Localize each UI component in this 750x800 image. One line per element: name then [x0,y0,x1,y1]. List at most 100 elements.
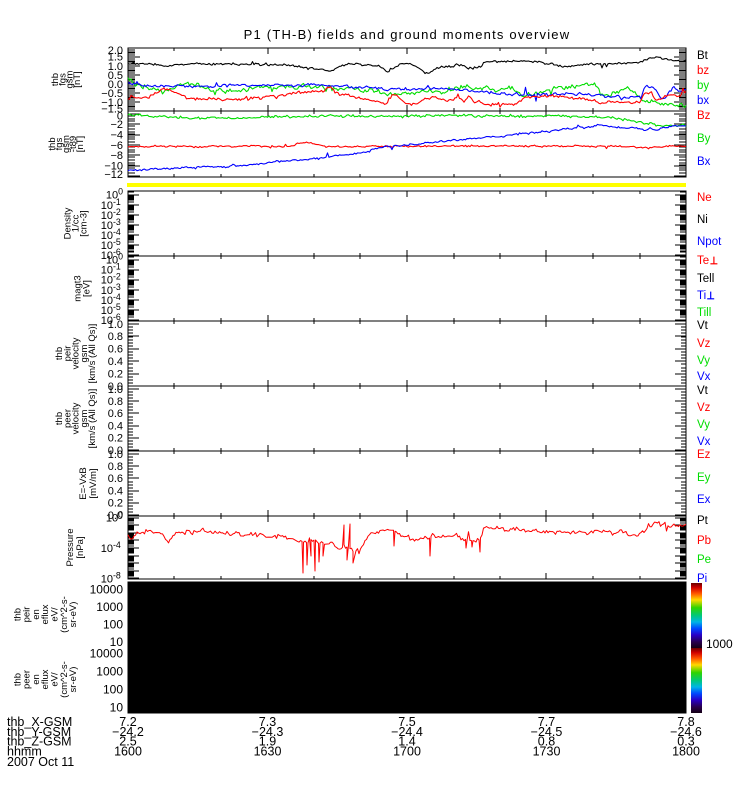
svg-text:Ez: Ez [697,449,711,461]
svg-text:7.2: 7.2 [119,715,136,729]
svg-text:10: 10 [110,701,124,715]
svg-text:Ni: Ni [697,214,708,226]
svg-text:Ti: Ti [697,290,706,302]
svg-text:by: by [697,80,709,92]
svg-text:10: 10 [106,512,118,524]
svg-text:bz: bz [697,65,709,77]
svg-text:100: 100 [103,618,123,632]
svg-text:1600: 1600 [114,745,142,759]
svg-text:1000: 1000 [96,665,123,679]
svg-text:-6: -6 [113,247,121,257]
svg-text:E=-VxB: E=-VxB [78,467,89,499]
svg-text:1700: 1700 [393,745,421,759]
svg-text:Vy: Vy [697,419,710,431]
svg-text:7.3: 7.3 [259,715,276,729]
svg-text:[km/s (All Qs)]: [km/s (All Qs)] [87,389,98,449]
svg-text:1.0: 1.0 [108,61,123,73]
svg-text:-5: -5 [113,302,121,312]
svg-text:Npot: Npot [697,236,722,248]
svg-text:10: 10 [101,265,113,277]
svg-text:10: 10 [101,230,113,242]
svg-text:bx: bx [697,95,709,107]
svg-text:-1: -1 [113,197,121,207]
svg-text:thb_Z-GSM: thb_Z-GSM [7,735,72,749]
svg-text:Ey: Ey [697,472,711,484]
svg-text:thb: thb [12,608,23,621]
svg-text:−8: −8 [110,150,123,162]
svg-text:1800: 1800 [672,745,700,759]
svg-text:velocity: velocity [71,337,82,369]
svg-text:10: 10 [101,220,113,232]
svg-text:P1 (TH-B) fields and ground mo: P1 (TH-B) fields and ground moments over… [244,27,571,42]
svg-text:1630: 1630 [254,745,282,759]
svg-text:thb: thb [47,137,58,150]
svg-text:0.2: 0.2 [108,498,123,510]
svg-text:1.5: 1.5 [108,51,123,63]
svg-text:[cm-3]: [cm-3] [79,210,90,236]
svg-text:0.6: 0.6 [108,473,123,485]
svg-text:10: 10 [101,250,113,262]
svg-text:10: 10 [101,285,113,297]
svg-text:2007 Oct 11: 2007 Oct 11 [7,755,74,769]
svg-text:hhmm: hhmm [7,745,42,759]
svg-text:[mV/m]: [mV/m] [88,468,99,498]
svg-text:−24.6: −24.6 [670,725,702,739]
svg-text:Vy: Vy [697,355,710,367]
svg-text:fgs: fgs [54,137,65,150]
svg-text:10: 10 [101,573,113,585]
svg-text:1.0: 1.0 [108,319,123,331]
svg-text:eflux: eflux [40,604,51,624]
svg-text:-2: -2 [113,207,121,217]
svg-text:Density: Density [63,207,74,239]
svg-text:−6: −6 [110,140,123,152]
svg-text:sr-eV): sr-eV) [68,602,79,628]
svg-text:gsm: gsm [79,409,90,427]
svg-text:1/cc: 1/cc [71,215,82,233]
svg-text:Pe: Pe [697,554,711,566]
svg-text:thb: thb [12,673,23,686]
svg-text:-4: -4 [113,227,121,237]
svg-text:10: 10 [101,275,113,287]
svg-text:-3: -3 [113,282,121,292]
svg-text:eV/: eV/ [50,607,61,622]
svg-text:-4: -4 [113,540,121,550]
svg-text:By: By [697,133,711,145]
svg-text:Ne: Ne [697,192,712,204]
svg-text:Vx: Vx [697,436,711,448]
svg-text:0.8: 0.8 [108,396,123,408]
svg-text:[eV]: [eV] [82,280,93,297]
svg-text:1.0: 1.0 [108,449,123,461]
svg-text:−4: −4 [110,130,123,142]
svg-text:Bt: Bt [697,50,709,62]
svg-text:Till: Till [697,307,711,319]
svg-text:0.8: 0.8 [108,331,123,343]
svg-text:0.3: 0.3 [677,735,694,749]
svg-text:gsm: gsm [65,70,76,88]
svg-text:0.2: 0.2 [108,368,123,380]
svg-text:Te: Te [697,255,709,267]
svg-text:10000: 10000 [90,583,124,597]
svg-text:0.0: 0.0 [108,79,123,91]
svg-text:0.4: 0.4 [108,356,123,368]
svg-text:0: 0 [117,110,123,122]
svg-text:thb: thb [54,412,65,425]
svg-text:0.6: 0.6 [108,408,123,420]
svg-text:7.5: 7.5 [398,715,415,729]
svg-text:0.4: 0.4 [108,420,123,432]
svg-text:en: en [31,609,42,620]
svg-text:[nT]: [nT] [75,136,86,152]
svg-text:-8: -8 [113,570,121,580]
svg-text:-4: -4 [113,292,121,302]
svg-text:10: 10 [101,315,113,327]
svg-text:en: en [31,674,42,685]
svg-text:7.7: 7.7 [538,715,555,729]
svg-text:Pt: Pt [697,515,709,527]
svg-text:thb_Y-GSM: thb_Y-GSM [7,725,71,739]
svg-text:−1.0: −1.0 [101,97,123,109]
svg-text:[nT]: [nT] [72,71,83,87]
svg-text:-1: -1 [113,262,121,272]
svg-text:gsm: gsm [61,135,72,153]
svg-text:0.5: 0.5 [108,70,123,82]
svg-text:10: 10 [101,210,113,222]
svg-text:10: 10 [106,189,118,201]
